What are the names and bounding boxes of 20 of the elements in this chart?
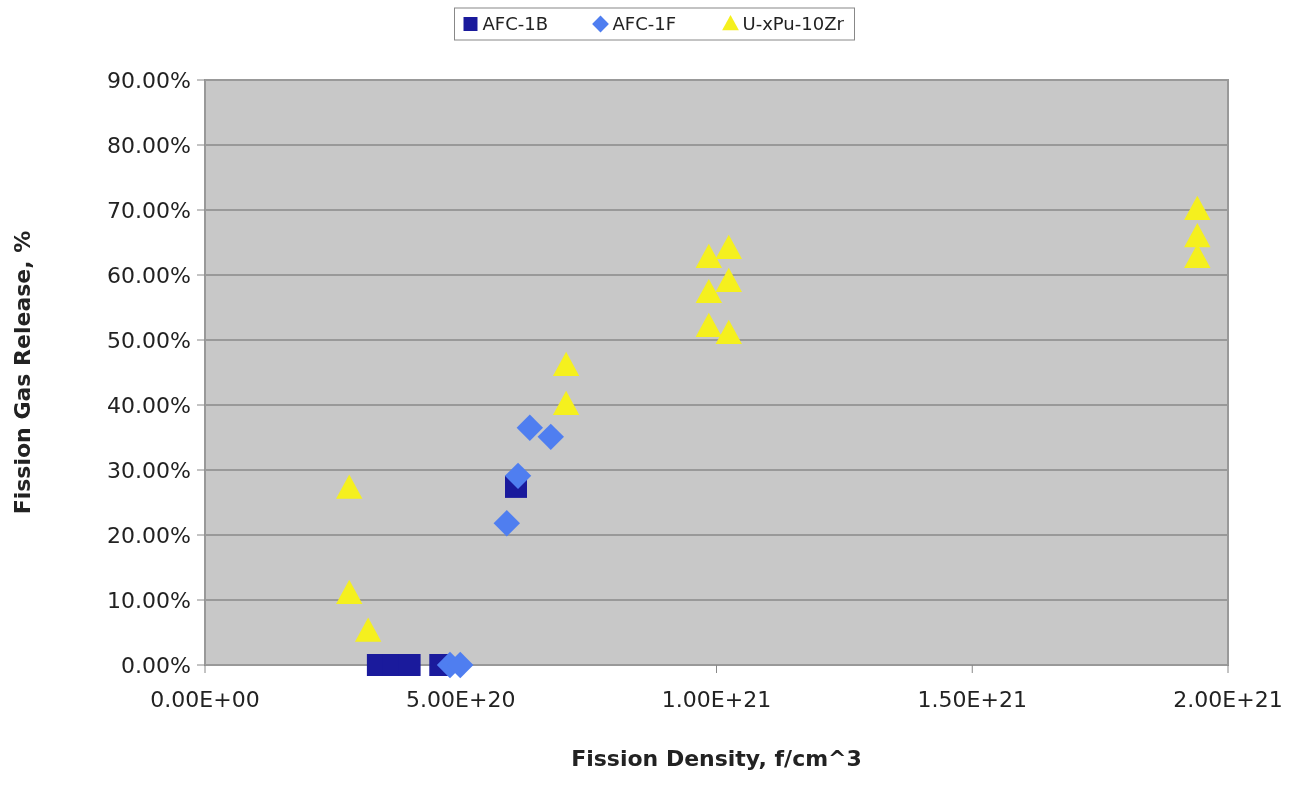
x-tick-label: 2.00E+21	[1173, 687, 1283, 712]
y-tick-label: 90.00%	[107, 67, 191, 93]
x-tick-label: 0.00E+00	[150, 687, 260, 712]
y-tick-label: 20.00%	[107, 522, 191, 548]
y-tick-label: 0.00%	[121, 652, 191, 678]
y-tick-label: 60.00%	[107, 262, 191, 288]
x-tick-label: 1.50E+21	[917, 687, 1027, 712]
y-tick-label: 50.00%	[107, 327, 191, 353]
y-tick-label: 70.00%	[107, 197, 191, 223]
legend-label: AFC-1F	[612, 13, 677, 35]
y-tick-label: 80.00%	[107, 132, 191, 158]
y-tick-label: 10.00%	[107, 587, 191, 613]
x-axis-title: Fission Density, f/cm^3	[571, 746, 862, 771]
legend-label: U-xPu-10Zr	[742, 13, 845, 35]
x-tick-label: 1.00E+21	[661, 687, 772, 712]
x-tick-label: 5.00E+20	[406, 687, 516, 712]
y-tick-label: 40.00%	[107, 392, 191, 418]
y-tick-label: 30.00%	[107, 457, 191, 483]
legend-label: AFC-1B	[482, 13, 549, 35]
y-axis-title: Fission Gas Release, %	[10, 230, 35, 515]
